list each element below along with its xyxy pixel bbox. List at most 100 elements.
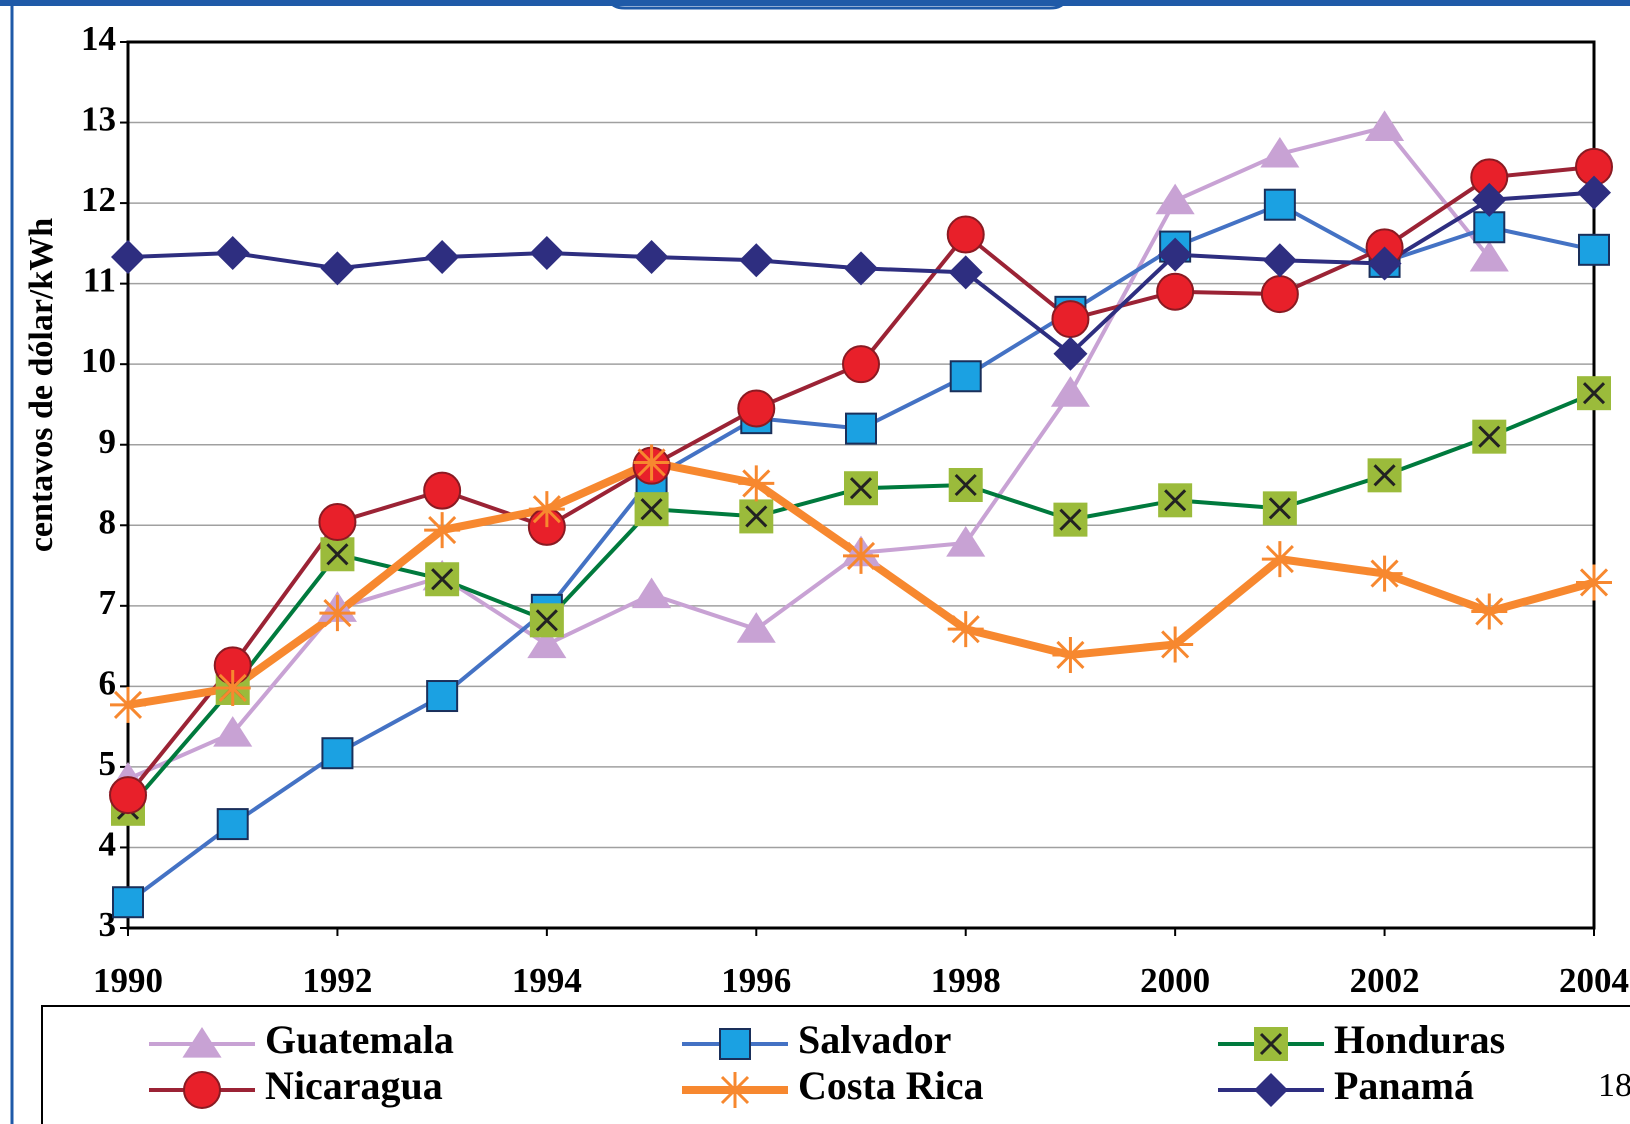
- marker: [717, 1072, 753, 1108]
- marker: [844, 471, 878, 506]
- marker-shape: [1578, 233, 1610, 266]
- x-tick-label: 2000: [1140, 961, 1210, 1000]
- marker: [1157, 626, 1194, 663]
- marker-cross: [535, 609, 558, 632]
- marker-shape: [528, 491, 565, 528]
- marker-cross: [1268, 497, 1291, 520]
- top-tab: [608, 0, 1067, 10]
- legend-entry: Panamá: [1218, 1063, 1474, 1108]
- marker-shape: [946, 525, 986, 557]
- marker: [1155, 183, 1195, 215]
- marker: [529, 603, 564, 638]
- marker-shape: [843, 537, 879, 574]
- marker-cross: [1478, 425, 1501, 448]
- marker-shape: [1367, 246, 1402, 281]
- marker-shape: [182, 1027, 222, 1058]
- x-tick-label: 1996: [721, 961, 791, 1000]
- marker-shape: [214, 669, 251, 706]
- marker: [946, 215, 985, 254]
- y-tick-label: 13: [81, 100, 116, 139]
- marker-shape: [216, 808, 249, 841]
- marker: [843, 537, 879, 574]
- marker-cross: [745, 505, 768, 528]
- marker: [320, 537, 355, 572]
- marker: [1469, 240, 1509, 272]
- marker: [739, 243, 774, 278]
- x-tick-label: 1992: [302, 961, 372, 1000]
- marker: [318, 503, 357, 542]
- marker-shape: [1156, 272, 1195, 311]
- marker: [527, 627, 567, 659]
- marker: [1367, 458, 1402, 493]
- marker-shape: [1050, 376, 1090, 407]
- marker-shape: [1260, 136, 1300, 168]
- marker: [112, 886, 144, 919]
- marker: [634, 240, 669, 275]
- marker: [737, 389, 776, 428]
- marker-shape: [424, 512, 461, 549]
- marker-shape: [319, 595, 356, 632]
- marker-shape: [717, 1072, 753, 1108]
- marker-shape: [426, 680, 459, 713]
- marker-shape: [1053, 336, 1088, 371]
- marker: [1471, 593, 1508, 630]
- marker-shape: [633, 444, 670, 481]
- marker: [424, 512, 461, 549]
- marker: [109, 776, 147, 815]
- marker-shape: [845, 412, 877, 445]
- marker: [183, 1071, 221, 1109]
- marker: [214, 669, 251, 706]
- legend-label: Guatemala: [265, 1017, 454, 1062]
- y-tick-label: 5: [99, 744, 117, 783]
- marker-shape: [947, 611, 984, 648]
- plot-frame: [126, 40, 1596, 930]
- marker-shape: [1051, 300, 1090, 339]
- marker-cross: [431, 568, 454, 591]
- marker-shape: [112, 886, 144, 919]
- y-tick-label: 4: [99, 824, 117, 863]
- marker: [845, 412, 877, 445]
- legend-label: Honduras: [1334, 1017, 1505, 1062]
- y-tick-label: 10: [81, 341, 116, 380]
- marker-shape: [109, 776, 147, 815]
- legend-entry: Guatemala: [149, 1017, 454, 1062]
- marker-shape: [1263, 188, 1296, 221]
- y-tick-label: 11: [83, 261, 116, 300]
- marker-shape: [1155, 183, 1195, 215]
- marker: [844, 251, 878, 286]
- marker-cross: [1059, 508, 1082, 531]
- marker: [1260, 136, 1300, 168]
- marker: [1260, 275, 1299, 314]
- marker-shape: [634, 240, 669, 275]
- marker-shape: [527, 627, 567, 659]
- marker: [215, 236, 250, 271]
- x-tick-label: 1998: [931, 961, 1001, 1000]
- marker-shape: [1472, 182, 1507, 217]
- y-tick-label: 7: [99, 583, 117, 622]
- y-tick-label: 14: [81, 19, 116, 58]
- legend-label: Salvador: [798, 1017, 951, 1062]
- legend-entry: Nicaragua: [149, 1063, 443, 1109]
- marker: [216, 808, 249, 841]
- marker-shape: [739, 243, 774, 278]
- marker: [1254, 1027, 1288, 1061]
- marker-shape: [737, 389, 776, 428]
- marker: [1156, 272, 1195, 311]
- marker: [1262, 243, 1297, 278]
- marker-shape: [321, 737, 354, 770]
- y-tick-label: 6: [99, 663, 117, 702]
- marker-shape: [425, 240, 460, 275]
- marker: [736, 612, 776, 643]
- legend-label: Costa Rica: [798, 1063, 984, 1108]
- marker: [1472, 182, 1507, 217]
- legend-entry: Costa Rica: [682, 1063, 984, 1108]
- marker-shape: [1262, 243, 1297, 278]
- marker: [426, 680, 459, 713]
- marker-cross: [849, 477, 873, 500]
- marker: [1053, 336, 1088, 371]
- marker-shape: [1260, 275, 1299, 314]
- marker-shape: [949, 360, 982, 393]
- marker-shape: [1157, 626, 1194, 663]
- legend-entry: Salvador: [682, 1017, 951, 1062]
